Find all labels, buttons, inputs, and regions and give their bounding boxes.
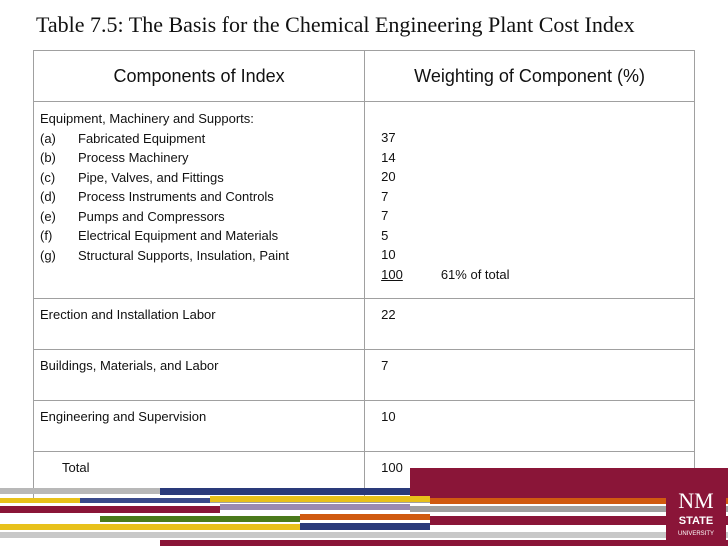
page-title: Table 7.5: The Basis for the Chemical En… xyxy=(36,12,635,37)
list-item: (a) Fabricated Equipment xyxy=(40,129,364,149)
list-item: (f) Electrical Equipment and Materials xyxy=(40,226,364,246)
table-row: Engineering and Supervision 10 xyxy=(32,400,695,452)
list-label: Fabricated Equipment xyxy=(78,130,206,146)
equipment-heading: Equipment, Machinery and Supports: xyxy=(40,111,254,126)
stripe-grey-3 xyxy=(0,532,728,538)
stripe-yellow xyxy=(0,498,80,503)
list-label: Pumps and Compressors xyxy=(78,208,225,224)
stripe-grey-2 xyxy=(410,506,728,512)
subtotal-line: 100 61% of total xyxy=(381,265,694,285)
header-components: Components of Index xyxy=(32,50,366,102)
equipment-components-cell: Equipment, Machinery and Supports: (a) Fa… xyxy=(32,101,366,299)
value-f: 5 xyxy=(381,227,389,243)
list-item: (c) Pipe, Valves, and Fittings xyxy=(40,168,364,188)
header-weighting: Weighting of Component (%) xyxy=(364,50,695,102)
list-letter: (c) xyxy=(40,169,56,185)
stripe-orange xyxy=(430,498,728,504)
list-item: (e) Pumps and Compressors xyxy=(40,207,364,227)
list-letter: (a) xyxy=(40,130,56,146)
stripe-navy-2 xyxy=(80,498,210,503)
table-row-equipment: Equipment, Machinery and Supports: (a) Fa… xyxy=(32,101,695,299)
logo-text-university: UNIVERSITY xyxy=(678,531,714,537)
table-row: Erection and Installation Labor 22 xyxy=(32,298,695,350)
stripe-maroon-3 xyxy=(160,540,728,546)
list-label: Electrical Equipment and Materials xyxy=(78,228,279,243)
stripe-yellow-2 xyxy=(210,496,430,502)
value-c: 20 xyxy=(381,169,396,184)
row-label: Engineering and Supervision xyxy=(32,400,366,452)
stripe-navy xyxy=(160,488,410,495)
list-letter: (e) xyxy=(40,208,56,224)
equipment-values-cell: 37 14 20 7 7 5 10 100 61% of total xyxy=(364,101,695,299)
list-label: Structural Supports, Insulation, Paint xyxy=(78,247,290,263)
footer-decoration: NM STATE UNIVERSITY xyxy=(0,468,728,546)
row-value: 7 xyxy=(364,349,695,401)
value-d: 7 xyxy=(381,188,389,204)
stripe-maroon-2 xyxy=(430,516,728,525)
cost-index-table: Components of Index Weighting of Compone… xyxy=(32,50,695,503)
equipment-list: (a) Fabricated Equipment (b) Process Machi… xyxy=(34,129,364,266)
list-letter: (b) xyxy=(40,150,56,165)
equipment-values: 37 14 20 7 7 5 10 100 61% of total xyxy=(365,102,694,284)
value-g: 10 xyxy=(381,247,396,262)
stripe-grey xyxy=(0,488,160,494)
logo-background xyxy=(666,474,726,546)
stripe-navy-3 xyxy=(300,523,430,530)
equipment-subtotal: 100 xyxy=(381,266,403,282)
table-header-row: Components of Index Weighting of Compone… xyxy=(32,50,695,102)
row-label: Buildings, Materials, and Labor xyxy=(32,349,366,401)
row-label: Erection and Installation Labor xyxy=(32,298,366,350)
value-b: 14 xyxy=(381,149,396,165)
list-letter: (f) xyxy=(40,228,53,243)
list-label: Process Machinery xyxy=(78,150,189,165)
list-letter: (g) xyxy=(40,247,56,263)
value-a: 37 xyxy=(381,130,396,145)
row-value: 22 xyxy=(364,298,695,350)
stripe-yellow-3 xyxy=(0,524,300,530)
stripe-maroon xyxy=(0,506,220,513)
logo-text-state: STATE xyxy=(679,515,713,527)
stripe-green xyxy=(100,516,300,522)
row-value: 10 xyxy=(364,400,695,452)
value-e: 7 xyxy=(381,208,389,223)
table-row: Buildings, Materials, and Labor 7 xyxy=(32,349,695,401)
stripe-orange-2 xyxy=(300,514,430,520)
list-item: (b) Process Machinery xyxy=(40,148,364,168)
list-label: Pipe, Valves, and Fittings xyxy=(78,169,224,185)
list-item: (g) Structural Supports, Insulation, Pain… xyxy=(40,246,364,266)
stripe-lavender xyxy=(220,504,410,510)
list-item: (d) Process Instruments and Controls xyxy=(40,187,364,207)
list-letter: (d) xyxy=(40,189,56,204)
logo-text-nm: NM xyxy=(678,488,713,513)
list-label: Process Instruments and Controls xyxy=(78,189,274,204)
subtotal-note: 61% of total xyxy=(440,266,510,282)
